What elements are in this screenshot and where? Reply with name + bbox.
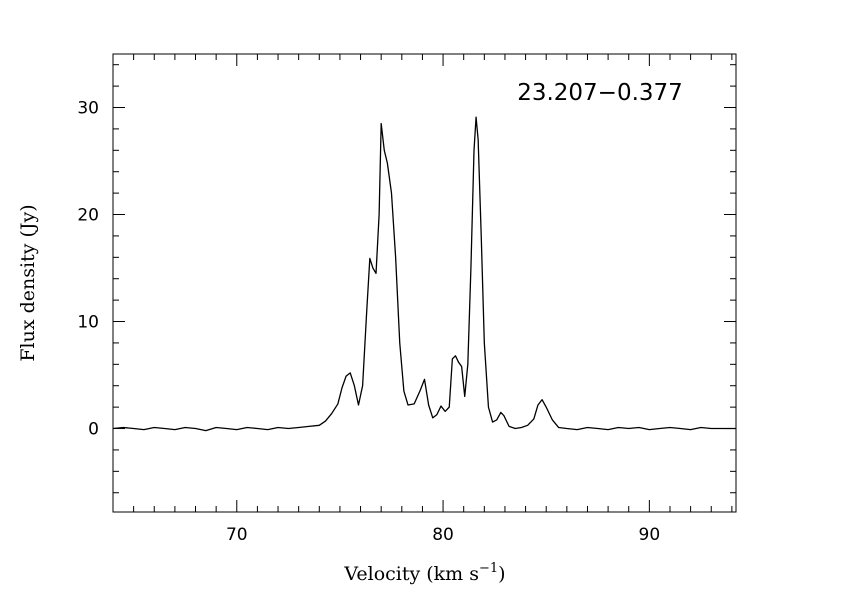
axis-ticks [112, 54, 736, 512]
x-axis-label-close: ) [498, 563, 505, 585]
x-tick-label: 90 [639, 525, 661, 545]
x-axis-label-superscript: −1 [479, 561, 498, 576]
y-tick-label: 20 [77, 206, 99, 226]
x-axis-label-main: Velocity (km s [343, 563, 479, 585]
x-tick-label: 70 [226, 525, 248, 545]
x-tick-label: 80 [432, 525, 454, 545]
y-axis-label: Flux density (Jy) [17, 204, 39, 361]
y-tick-label: 30 [77, 99, 99, 119]
chart-title: 23.207−0.377 [517, 80, 683, 106]
y-tick-label: 0 [88, 420, 99, 440]
spectrum-line [112, 116, 736, 432]
plot-frame [112, 53, 737, 513]
tick-labels: 70 80 90 0 10 20 30 [77, 99, 660, 545]
y-tick-label: 10 [77, 313, 99, 333]
x-axis-label: Velocity (km s−1) [343, 561, 505, 585]
